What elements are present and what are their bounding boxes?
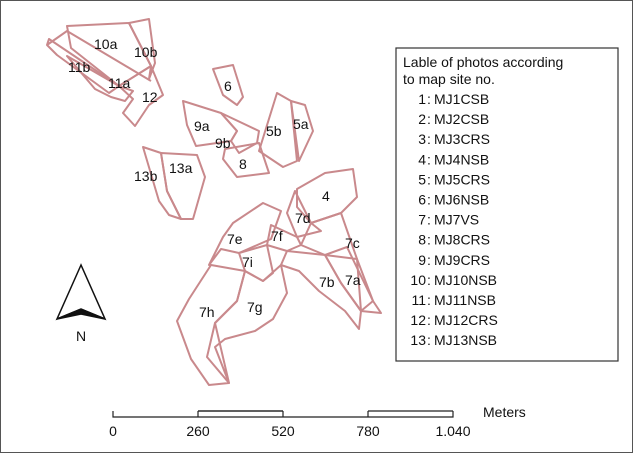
- legend-entry-number: 13: [410, 332, 426, 348]
- legend-entry-separator: :: [427, 252, 431, 268]
- legend-entry-code: MJ1CSB: [434, 91, 489, 107]
- site-7a-polygon: [324, 246, 382, 314]
- legend: Lable of photos according to map site no…: [395, 47, 619, 362]
- site-label-7d: 7d: [295, 210, 311, 226]
- legend-entry-number: 10: [410, 272, 426, 288]
- legend-entry-number: 4: [418, 151, 426, 167]
- site-12-polygon: [118, 65, 164, 127]
- site-label-9a: 9a: [194, 118, 210, 134]
- scale-unit: Meters: [483, 404, 526, 420]
- site-label-7i: 7i: [242, 254, 253, 270]
- site-7f-polygon: [266, 224, 302, 252]
- north-arrow-shadow: [56, 308, 106, 320]
- legend-entry-separator: :: [427, 151, 431, 167]
- legend-entry-number: 3: [418, 131, 426, 147]
- legend-entry-separator: :: [427, 292, 431, 308]
- site-label-13a: 13a: [169, 160, 193, 176]
- site-7b-polygon: [280, 250, 362, 330]
- site-5b-polygon: [258, 92, 298, 168]
- site-7h-polygon: [176, 264, 246, 386]
- legend-entry-code: MJ4NSB: [434, 151, 489, 167]
- site-4-polygon: [296, 168, 358, 224]
- legend-entry-separator: :: [427, 111, 431, 127]
- site-label-6: 6: [224, 78, 232, 94]
- legend-entry-number: 5: [418, 171, 426, 187]
- legend-entry-code: MJ13NSB: [434, 332, 497, 348]
- legend-entry-number: 12: [410, 312, 426, 328]
- legend-entry-separator: :: [427, 192, 431, 208]
- legend-title-line1: Lable of photos according: [403, 54, 563, 70]
- site-label-7e: 7e: [227, 231, 243, 247]
- scale-bar-line: [112, 411, 454, 418]
- site-polygons: [46, 18, 382, 386]
- legend-entry-number: 9: [418, 252, 426, 268]
- site-6-polygon: [212, 64, 244, 106]
- legend-entry-code: MJ11NSB: [434, 292, 496, 308]
- legend-title-line2: to map site no.: [403, 71, 495, 87]
- site-8-polygon: [222, 142, 270, 178]
- north-arrow: N: [55, 263, 107, 344]
- legend-entry-number: 11: [411, 292, 426, 308]
- scale-tick-260: 260: [186, 423, 210, 439]
- legend-entry-code: MJ5CRS: [434, 171, 490, 187]
- legend-entry-code: MJ7VS: [434, 212, 479, 228]
- site-labels: 10a 10b 11b 11a 12 6 9a 9b 8 5b 5a 13b 1…: [68, 36, 361, 320]
- site-label-13b: 13b: [134, 168, 158, 184]
- scale-tick-0: 0: [109, 423, 117, 439]
- legend-entry-number: 1: [418, 91, 426, 107]
- north-label: N: [76, 328, 86, 344]
- legend-entry-separator: :: [427, 171, 431, 187]
- site-label-7a: 7a: [345, 272, 361, 288]
- scale-tick-520: 520: [271, 423, 295, 439]
- site-7c-polygon: [300, 212, 374, 312]
- site-label-9b: 9b: [215, 135, 231, 151]
- site-9b-polygon: [220, 112, 260, 154]
- site-label-7g: 7g: [247, 299, 263, 315]
- legend-entry-number: 6: [418, 192, 426, 208]
- site-7d-polygon: [286, 190, 322, 238]
- legend-entry-number: 7: [418, 212, 426, 228]
- legend-entry-separator: :: [427, 91, 431, 107]
- legend-entry-code: MJ2CSB: [434, 111, 489, 127]
- legend-entry-code: MJ6NSB: [434, 192, 489, 208]
- site-label-5b: 5b: [266, 123, 282, 139]
- legend-entry-separator: :: [427, 312, 431, 328]
- legend-entry-code: MJ3CRS: [434, 131, 490, 147]
- legend-entry-separator: :: [427, 131, 431, 147]
- site-label-11b: 11b: [68, 59, 91, 75]
- legend-entry-code: MJ12CRS: [434, 312, 498, 328]
- site-label-11a: 11a: [108, 75, 131, 91]
- legend-entry-code: MJ9CRS: [434, 252, 490, 268]
- legend-entry-separator: :: [427, 332, 431, 348]
- site-7g-polygon: [214, 264, 288, 384]
- site-label-12: 12: [142, 89, 158, 105]
- legend-entry-separator: :: [427, 272, 431, 288]
- legend-entry-code: MJ10NSB: [434, 272, 497, 288]
- site-label-4: 4: [322, 188, 330, 204]
- scale-tick-1040: 1.040: [435, 423, 470, 439]
- site-13a-polygon: [160, 152, 206, 220]
- legend-entry-number: 2: [418, 111, 426, 127]
- site-label-7b: 7b: [319, 274, 335, 290]
- site-label-7f: 7f: [271, 228, 283, 244]
- site-label-10b: 10b: [134, 44, 158, 60]
- site-label-7c: 7c: [345, 235, 360, 251]
- site-label-5a: 5a: [293, 116, 309, 132]
- site-5a-polygon: [290, 100, 314, 162]
- scale-tick-780: 780: [356, 423, 380, 439]
- legend-entry-code: MJ8CRS: [434, 232, 490, 248]
- legend-box: [395, 47, 619, 362]
- site-10a-11b-divider: [46, 30, 152, 82]
- site-label-7h: 7h: [199, 304, 215, 320]
- site-label-8: 8: [239, 156, 247, 172]
- site-label-10a: 10a: [94, 36, 118, 52]
- legend-entry-separator: :: [427, 212, 431, 228]
- legend-entry-number: 8: [418, 232, 426, 248]
- legend-entry-separator: :: [427, 232, 431, 248]
- scale-bar: 0 260 520 780 1.040 Meters: [109, 404, 526, 439]
